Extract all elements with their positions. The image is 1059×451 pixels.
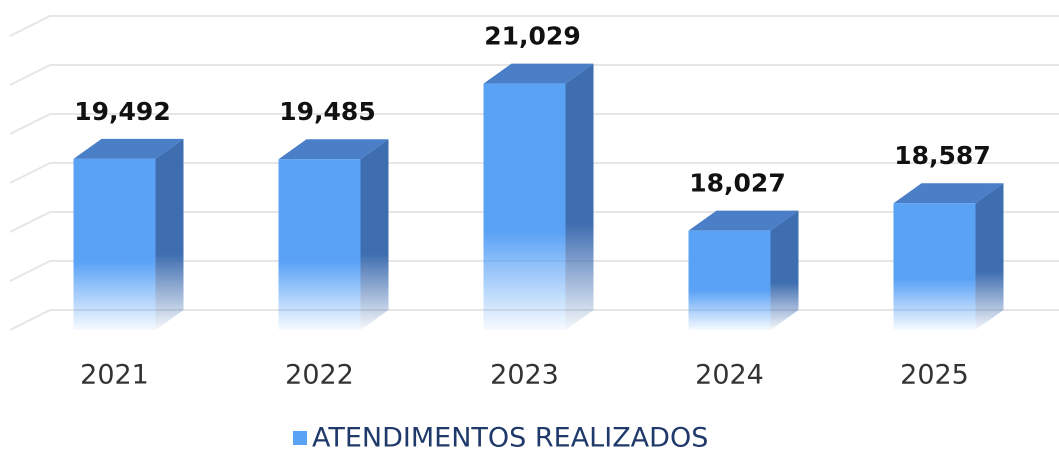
grid-line bbox=[9, 64, 1059, 86]
bar-top bbox=[688, 210, 799, 231]
bar-front bbox=[688, 230, 771, 330]
bar-top bbox=[73, 138, 184, 159]
x-tick-label: 2025 bbox=[900, 360, 969, 391]
x-tick-label: 2023 bbox=[490, 360, 559, 391]
bar bbox=[688, 210, 799, 330]
bar-side bbox=[155, 138, 184, 330]
bar bbox=[73, 138, 184, 330]
bar bbox=[483, 63, 594, 330]
legend-label: ATENDIMENTOS REALIZADOS bbox=[312, 423, 708, 451]
bar bbox=[893, 183, 1004, 330]
bar-top bbox=[893, 183, 1004, 204]
bar-side bbox=[770, 210, 799, 330]
grid-line bbox=[9, 113, 1059, 135]
bar-front bbox=[483, 83, 566, 330]
value-label: 19,492 bbox=[74, 97, 170, 126]
value-label: 21,029 bbox=[484, 22, 580, 51]
legend-swatch bbox=[293, 431, 307, 445]
bar bbox=[278, 139, 389, 330]
grid-line bbox=[9, 162, 1059, 184]
bar-side bbox=[975, 183, 1004, 330]
bar-top bbox=[483, 63, 594, 84]
bar-side bbox=[565, 63, 594, 330]
value-label: 18,027 bbox=[689, 169, 785, 198]
x-tick-label: 2022 bbox=[285, 360, 354, 391]
value-label: 18,587 bbox=[894, 141, 990, 170]
x-tick-label: 2024 bbox=[695, 360, 764, 391]
bar-front bbox=[73, 158, 156, 330]
bar-side bbox=[360, 139, 389, 330]
bar-top bbox=[278, 139, 389, 160]
grid-line bbox=[9, 15, 1059, 37]
bar-front bbox=[893, 203, 976, 330]
bar-front bbox=[278, 159, 361, 330]
x-tick-label: 2021 bbox=[80, 360, 149, 391]
value-label: 19,485 bbox=[279, 97, 375, 126]
